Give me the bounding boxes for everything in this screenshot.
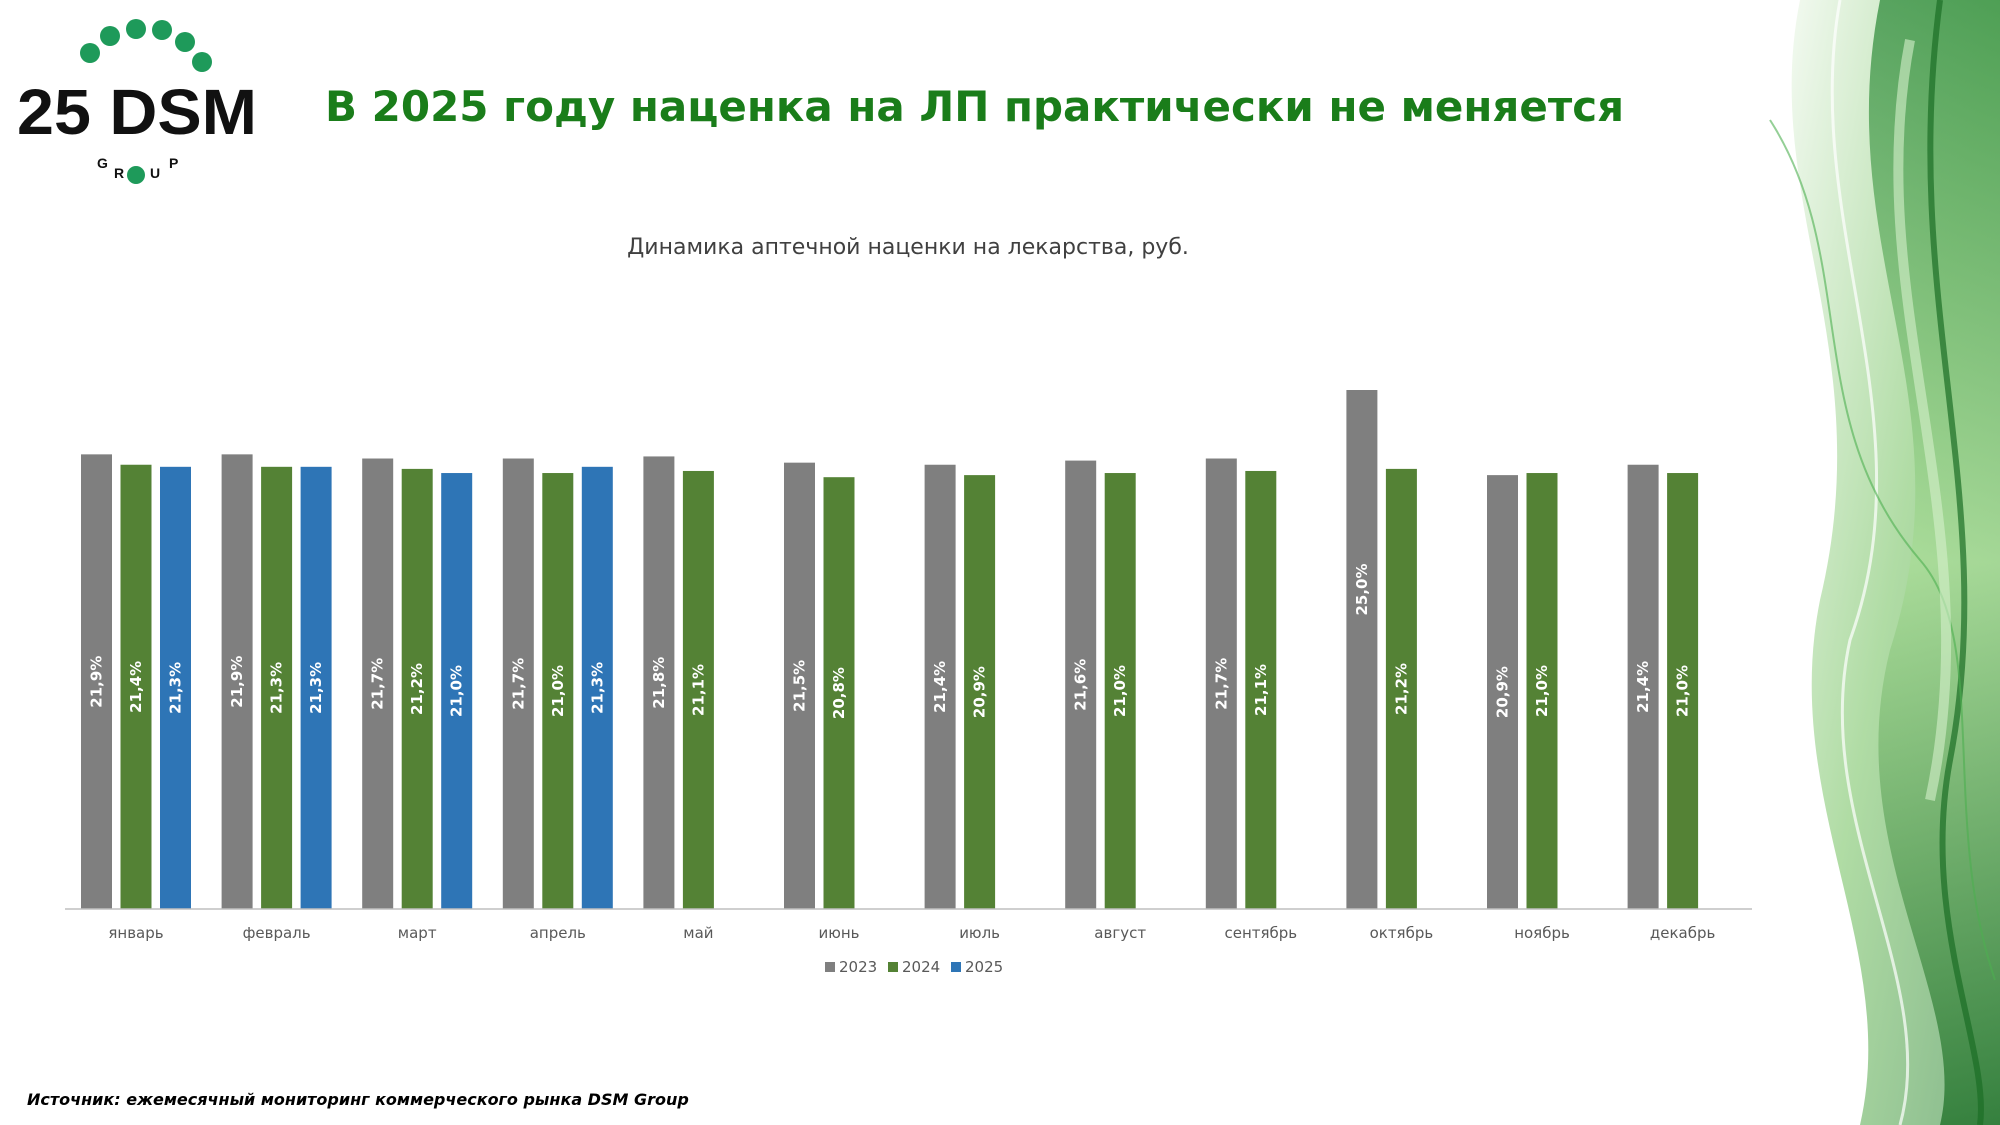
- chart-title: Динамика аптечной наценки на лекарства, …: [627, 235, 1189, 260]
- x-tick-label: октябрь: [1370, 924, 1434, 942]
- bars-layer: 21,9% 21,4% 21,3% 21,9% 21,3% 21,3% 21,7% 21,2%…: [81, 390, 1699, 909]
- bar-2024-9: [1385, 468, 1417, 909]
- dsm-group-logo: 25 DSM G R O U P: [17, 19, 257, 184]
- markup-chart: Динамика аптечной наценки на лекарства, …: [65, 235, 1752, 976]
- x-tick-label: июнь: [818, 924, 859, 942]
- data-label-2023-6: 21,4%: [931, 661, 949, 713]
- bar-2025-1: [300, 466, 332, 909]
- logo-dot: [152, 20, 172, 40]
- decorative-swirl: [1769, 0, 2000, 1125]
- source-note: Источник: ежемесячный мониторинг коммерч…: [27, 1090, 689, 1109]
- data-label-2024-9: 21,2%: [1392, 663, 1410, 715]
- logo-dot: [126, 19, 146, 39]
- logo-dot: [192, 52, 212, 72]
- logo-dot: [80, 43, 100, 63]
- bar-2023-1: [221, 454, 253, 909]
- data-label-2024-4: 21,1%: [689, 664, 707, 716]
- bar-2023-5: [784, 462, 815, 909]
- logo-dot: [127, 166, 145, 184]
- bar-2024-2: [401, 468, 433, 909]
- legend-label-2023: 2023: [839, 958, 877, 976]
- bar-2024-3: [542, 473, 574, 909]
- x-tick-label: сентябрь: [1224, 924, 1297, 942]
- logo-letter-p: P: [169, 155, 178, 171]
- x-tick-labels: январь февраль март апрель май июнь июль август…: [108, 924, 1715, 942]
- bar-2023-9: [1346, 390, 1378, 909]
- data-label-2023-2: 21,7%: [369, 658, 387, 710]
- bar-2023-0: [81, 454, 112, 909]
- data-label-2023-5: 21,5%: [791, 660, 809, 712]
- x-tick-label: апрель: [530, 924, 586, 942]
- data-label-2023-3: 21,7%: [509, 658, 527, 710]
- logo-letter-r: R: [114, 165, 124, 181]
- bar-2023-2: [362, 458, 394, 909]
- legend-swatch-2025: [951, 962, 961, 972]
- data-label-2024-8: 21,1%: [1252, 664, 1270, 716]
- data-label-2025-0: 21,3%: [167, 662, 185, 714]
- bar-2024-5: [823, 477, 855, 909]
- legend-label-2025: 2025: [965, 958, 1003, 976]
- bar-2023-7: [1065, 460, 1097, 909]
- data-label-2023-9: 25,0%: [1353, 563, 1371, 615]
- logo-text: 25 DSM: [17, 76, 257, 148]
- bar-2023-6: [924, 464, 956, 909]
- bar-2023-4: [643, 456, 675, 909]
- bar-2024-7: [1104, 473, 1136, 909]
- data-label-2024-3: 21,0%: [549, 665, 567, 717]
- logo-letter-u: U: [150, 165, 160, 181]
- bar-2025-3: [581, 466, 613, 909]
- bar-2025-2: [441, 473, 473, 909]
- x-tick-label: июль: [959, 924, 1000, 942]
- bar-2025-0: [160, 466, 191, 909]
- data-label-2025-3: 21,3%: [588, 662, 606, 714]
- data-label-2023-11: 21,4%: [1634, 661, 1652, 713]
- data-label-2023-1: 21,9%: [228, 656, 246, 708]
- bar-2024-1: [261, 466, 293, 909]
- x-tick-label: ноябрь: [1514, 924, 1570, 942]
- data-label-2024-10: 21,0%: [1533, 665, 1551, 717]
- bar-2023-3: [502, 458, 534, 909]
- data-label-2024-5: 20,8%: [830, 667, 848, 719]
- data-label-2023-4: 21,8%: [650, 657, 668, 709]
- x-tick-label: январь: [108, 924, 163, 942]
- bar-2024-10: [1526, 473, 1558, 909]
- page-title: В 2025 году наценка на ЛП практически не…: [325, 82, 1625, 131]
- bar-2024-11: [1667, 473, 1699, 909]
- x-tick-label: август: [1094, 924, 1146, 942]
- data-label-2025-1: 21,3%: [307, 662, 325, 714]
- bar-2024-8: [1245, 470, 1277, 909]
- logo-dot: [175, 32, 195, 52]
- bar-2024-6: [964, 475, 996, 909]
- data-label-2023-8: 21,7%: [1212, 658, 1230, 710]
- data-label-2024-0: 21,4%: [127, 661, 145, 713]
- logo-dot: [100, 26, 120, 46]
- legend-label-2024: 2024: [902, 958, 940, 976]
- bar-2024-0: [120, 464, 152, 909]
- x-tick-label: февраль: [243, 924, 311, 942]
- bar-2023-8: [1205, 458, 1237, 909]
- legend: 2023 2024 2025: [825, 958, 1003, 976]
- legend-swatch-2023: [825, 962, 835, 972]
- legend-swatch-2024: [888, 962, 898, 972]
- data-label-2023-7: 21,6%: [1072, 659, 1090, 711]
- data-label-2023-0: 21,9%: [88, 656, 106, 708]
- x-tick-label: март: [398, 924, 437, 942]
- x-tick-label: май: [683, 924, 713, 942]
- data-label-2025-2: 21,0%: [448, 665, 466, 717]
- bar-2024-4: [682, 470, 714, 909]
- data-label-2023-10: 20,9%: [1494, 666, 1512, 718]
- data-label-2024-1: 21,3%: [268, 662, 286, 714]
- x-tick-label: декабрь: [1650, 924, 1715, 942]
- logo-dots: [80, 19, 212, 184]
- bar-2023-11: [1627, 464, 1659, 909]
- logo-letter-g: G: [97, 155, 108, 171]
- data-label-2024-2: 21,2%: [408, 663, 426, 715]
- data-label-2024-6: 20,9%: [971, 666, 989, 718]
- bar-2023-10: [1487, 475, 1518, 909]
- data-label-2024-11: 21,0%: [1674, 665, 1692, 717]
- data-label-2024-7: 21,0%: [1111, 665, 1129, 717]
